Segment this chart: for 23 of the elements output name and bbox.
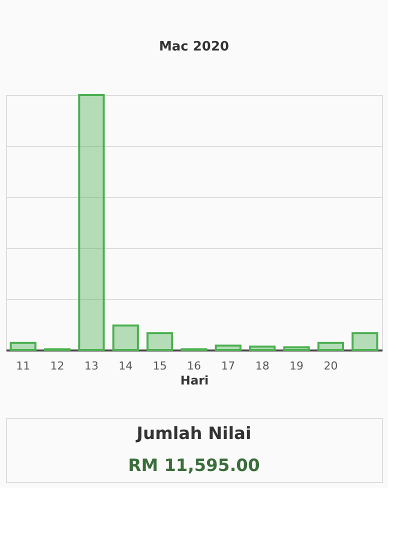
- bar: [112, 324, 139, 351]
- x-tick-label: 19: [290, 360, 304, 372]
- x-tick-label: 11: [16, 360, 30, 372]
- x-tick-label: 14: [118, 360, 133, 372]
- bar: [146, 332, 174, 351]
- bar: [283, 346, 310, 351]
- x-tick-label: 12: [50, 360, 64, 372]
- x-tick-label: 18: [255, 360, 270, 372]
- text: RM 11,595.00: [128, 456, 260, 476]
- x-tick-label: 15: [152, 360, 167, 372]
- x-axis-title: Hari: [180, 374, 209, 388]
- x-tick-label: 16: [187, 360, 201, 372]
- bar: [249, 346, 276, 351]
- text: Jumlah Nilai: [136, 424, 252, 444]
- bar: [317, 342, 344, 351]
- bar: [352, 332, 378, 351]
- bar: [10, 342, 36, 351]
- x-tick-label: 13: [84, 360, 98, 372]
- bar: [78, 94, 105, 351]
- chart-title: Mac 2020: [158, 40, 230, 54]
- bar: [214, 344, 242, 351]
- x-tick-label: 17: [221, 360, 236, 372]
- x-tick-label: 20: [324, 360, 338, 372]
